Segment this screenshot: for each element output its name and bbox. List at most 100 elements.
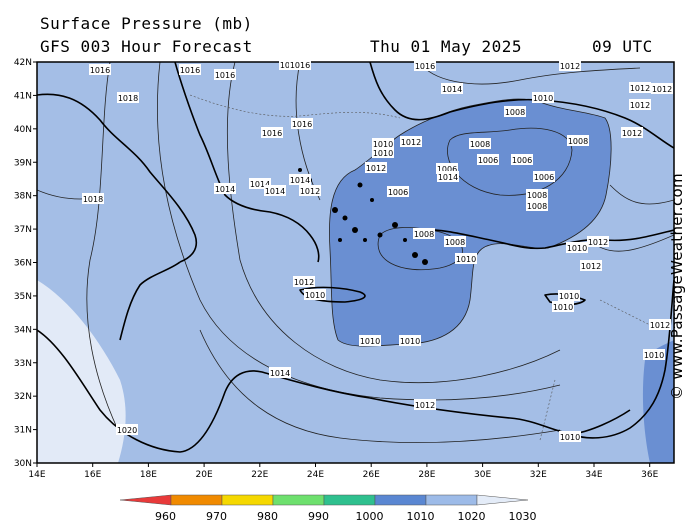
isobar-label: 1014 (441, 83, 463, 94)
svg-text:1006: 1006 (478, 156, 498, 165)
isobar-label: 1008 (526, 189, 548, 200)
isobar-label: 1010 (304, 289, 326, 300)
legend-swatch (119, 494, 172, 506)
svg-text:1010: 1010 (559, 292, 579, 301)
isobar-label: 1012 (629, 99, 651, 110)
svg-text:1006: 1006 (534, 173, 554, 182)
svg-text:1014: 1014 (215, 185, 235, 194)
isobar-label: 1010 (559, 431, 581, 442)
lon-tick-label: 36E (641, 470, 658, 480)
isobar-label: 1012 (559, 60, 581, 71)
isobar-label: 1016 (261, 127, 283, 138)
isobar-label: 1008 (413, 228, 435, 239)
legend-swatch (425, 494, 478, 506)
aegean-islands (298, 168, 428, 265)
lat-tick-label: 36N (14, 259, 32, 269)
isobar-label: 1012 (580, 260, 602, 271)
svg-text:1016: 1016 (180, 66, 200, 75)
isobar-label: 1006 (511, 154, 533, 165)
isobar-label: 1010 (558, 290, 580, 301)
lon-tick-label: 30E (474, 470, 491, 480)
svg-text:1008: 1008 (414, 230, 434, 239)
latitude-axis: 42N 41N 40N 39N 38N 37N 36N 35N 34N 33N 32N 31N 30N (14, 58, 37, 469)
legend-swatch (221, 494, 274, 506)
chart-title: Surface Pressure (mb) (40, 14, 253, 33)
svg-text:1008: 1008 (527, 191, 547, 200)
svg-text:1010: 1010 (553, 303, 573, 312)
svg-text:1008: 1008 (568, 137, 588, 146)
isobar-label: 1010 (359, 335, 381, 346)
svg-text:1012: 1012 (401, 138, 421, 147)
legend-swatch (476, 494, 529, 506)
pressure-zone-below-1010 (329, 99, 612, 347)
svg-text:1012: 1012 (581, 262, 601, 271)
isobar-label: 1014 (437, 171, 459, 182)
isobar-label: 1016 (214, 69, 236, 80)
lon-tick-label: 24E (307, 470, 324, 480)
isobar-label: 1008 (444, 236, 466, 247)
isobar-label: 1016 (414, 60, 436, 71)
legend-swatch (272, 494, 325, 506)
legend-label: 980 (257, 510, 278, 523)
svg-text:1018: 1018 (83, 195, 103, 204)
svg-text:1016: 1016 (215, 71, 235, 80)
svg-text:1010: 1010 (373, 149, 393, 158)
isobar-label: 1014 (264, 185, 286, 196)
svg-text:1012: 1012 (630, 84, 650, 93)
svg-text:1012: 1012 (622, 129, 642, 138)
lon-tick-label: 20E (196, 470, 213, 480)
svg-text:1014: 1014 (250, 180, 270, 189)
isobar-label: 1012 (621, 127, 643, 138)
coastlines (37, 62, 674, 453)
isobar-label: 1010 (455, 253, 477, 264)
legend-label: 1030 (509, 510, 537, 523)
svg-text:1014: 1014 (265, 187, 285, 196)
legend-label: 960 (155, 510, 176, 523)
legend-label: 970 (206, 510, 227, 523)
lon-tick-label: 16E (84, 470, 101, 480)
svg-text:1014: 1014 (438, 173, 458, 182)
lon-tick-label: 28E (418, 470, 435, 480)
legend-label: 1010 (407, 510, 435, 523)
isobar-label: 1016 (179, 64, 201, 75)
isobar-label: 1012 (649, 319, 671, 330)
isobar-label: 1010 (399, 335, 421, 346)
svg-text:1012: 1012 (588, 238, 608, 247)
isobar-label: 1018 (82, 193, 104, 204)
isobar-label: 1012 (629, 82, 651, 93)
isobar-label: 1010 (372, 147, 394, 158)
lat-tick-label: 33N (14, 359, 32, 369)
lon-tick-label: 26E (363, 470, 380, 480)
lat-tick-label: 32N (14, 392, 32, 402)
svg-text:1010: 1010 (560, 433, 580, 442)
lat-tick-label: 40N (14, 125, 32, 135)
isobar-label: 1018 (117, 92, 139, 103)
pressure-zone-above-1020 (37, 280, 126, 463)
isobar-label: 1008 (567, 135, 589, 146)
svg-text:1012: 1012 (560, 62, 580, 71)
isobar-label: 1006 (477, 154, 499, 165)
isobar-label: 1012 (587, 236, 609, 247)
svg-text:1010: 1010 (305, 291, 325, 300)
isobar-label: 1016 (289, 59, 311, 70)
legend-label: 1020 (458, 510, 486, 523)
svg-text:1016: 1016 (290, 61, 310, 70)
isobar-label: 1012 (299, 185, 321, 196)
lon-tick-label: 18E (140, 470, 157, 480)
pressure-zone-below-1010-east (642, 340, 674, 463)
svg-text:1010: 1010 (456, 255, 476, 264)
svg-text:1012: 1012 (366, 164, 386, 173)
svg-text:1012: 1012 (294, 278, 314, 287)
isobar-label: 1006 (436, 163, 458, 174)
svg-text:1010: 1010 (533, 94, 553, 103)
lat-tick-label: 41N (14, 91, 32, 101)
svg-text:1020: 1020 (117, 426, 137, 435)
copyright-text: © www.PassageWeather.com (668, 173, 686, 400)
forecast-subtitle: GFS 003 Hour Forecast (40, 37, 253, 56)
lat-tick-label: 31N (14, 426, 32, 436)
isobar-label: 1010 (532, 92, 554, 103)
lat-tick-label: 37N (14, 225, 32, 235)
isobar-label: 1012 (414, 399, 436, 410)
lon-tick-label: 34E (585, 470, 602, 480)
